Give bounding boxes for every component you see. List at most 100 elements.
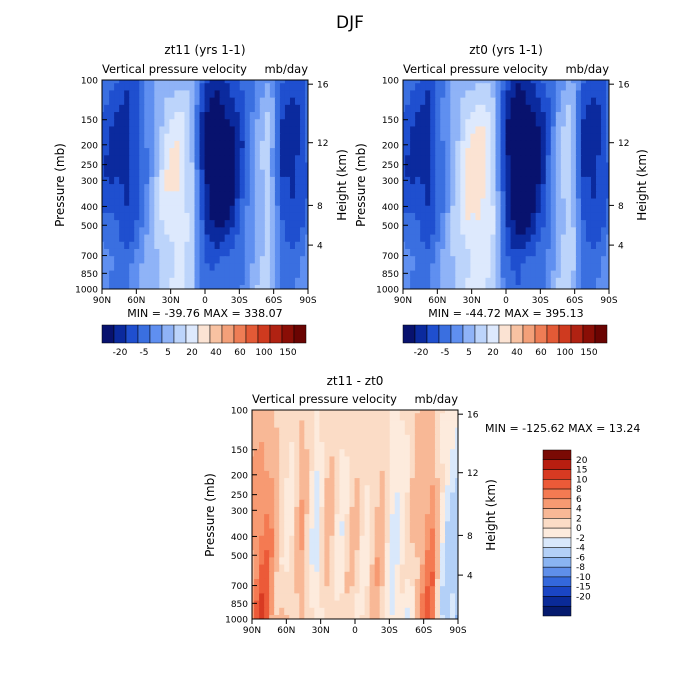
heatmap-cell [199, 227, 206, 236]
heatmap-cell [259, 133, 266, 142]
heatmap-cell [229, 184, 236, 193]
colorbar-label: 20 [487, 348, 499, 358]
heatmap-cell [299, 600, 306, 609]
heatmap-cell [219, 90, 226, 99]
heatmap-cell [575, 184, 582, 193]
heatmap-cell [560, 155, 567, 164]
heatmap-cell [425, 184, 432, 193]
heatmap-cell [500, 83, 507, 92]
heatmap-cell [324, 514, 331, 523]
heatmap-cell [394, 506, 401, 516]
heatmap-cell [294, 607, 301, 616]
heatmap-cell [334, 410, 341, 415]
heatmap-cell [445, 492, 452, 501]
heatmap-cell [596, 148, 603, 157]
heatmap-cell [550, 220, 557, 229]
heatmap-cell [455, 571, 458, 580]
heatmap-cell [234, 155, 241, 164]
heatmap-cell [259, 615, 266, 619]
heatmap-cell [435, 97, 442, 106]
heatmap-cell [475, 184, 482, 193]
heatmap-cell [550, 234, 557, 243]
heatmap-cell [399, 600, 406, 609]
heatmap-cell [219, 112, 226, 121]
heatmap-cell [349, 478, 356, 487]
heatmap-cell [430, 119, 437, 128]
heatmap-cell [515, 198, 522, 207]
y-axis-label: Pressure (mb) [53, 143, 67, 227]
heatmap-cell [269, 148, 276, 157]
heatmap-cell [304, 442, 311, 451]
heatmap-cell [149, 248, 156, 258]
heatmap-cell [424, 485, 431, 494]
heatmap-cell [414, 571, 421, 580]
heatmap-cell [480, 263, 487, 272]
heatmap-cell [349, 506, 356, 516]
heatmap-cell [520, 104, 527, 114]
heatmap-cell [410, 119, 417, 128]
heatmap-cell [104, 227, 111, 236]
heatmap-cell [239, 263, 246, 272]
heatmap-cell [339, 615, 346, 619]
panel-difference: zt11 - zt0 Vertical pressure velocity mb… [203, 374, 640, 636]
heatmap-cell [520, 234, 527, 243]
heatmap-cell [189, 198, 196, 207]
heatmap-cell [264, 148, 271, 157]
heatmap-cell [144, 176, 151, 186]
heatmap-cell [295, 119, 302, 128]
heatmap-cell [525, 248, 532, 258]
heatmap-cell [244, 277, 251, 286]
heatmap-cell [254, 97, 261, 106]
heatmap-cell [440, 126, 447, 135]
heatmap-cell [601, 198, 608, 207]
heatmap-cell [279, 550, 286, 559]
heatmap-cell [535, 248, 542, 258]
heatmap-cell [439, 427, 447, 436]
heatmap-cell [409, 492, 416, 501]
heatmap-cell [194, 227, 201, 236]
heatmap-cell [460, 277, 467, 286]
heatmap-cell [284, 248, 292, 258]
heatmap-cell [289, 535, 296, 544]
heatmap-cell [149, 83, 156, 92]
heatmap-cell [460, 83, 467, 92]
heatmap-cell [540, 97, 547, 106]
heatmap-cell [415, 248, 422, 258]
heatmap-cell [289, 607, 296, 616]
heatmap-cell [379, 542, 386, 552]
heatmap-cell [450, 434, 457, 444]
heatmap-cell [209, 162, 216, 171]
heatmap-cell [234, 256, 241, 265]
heatmap-cell [510, 80, 517, 85]
heatmap-cell [384, 420, 391, 429]
heatmap-cell [555, 241, 562, 250]
heatmap-cell [219, 191, 226, 200]
heatmap-cell [349, 442, 356, 451]
heatmap-cell [229, 263, 236, 272]
heatmap-cell [259, 277, 266, 286]
heatmap-cell [259, 80, 266, 85]
heatmap-cell [379, 615, 386, 619]
heatmap-cell [159, 133, 166, 142]
heatmap-cell [295, 191, 302, 200]
heatmap-cell [470, 205, 477, 214]
heatmap-cell [409, 528, 416, 537]
heatmap-cell [520, 212, 527, 222]
heatmap-cell [269, 248, 276, 258]
heatmap-cell [179, 148, 186, 157]
heatmap-cell [570, 162, 577, 171]
heatmap-cell [394, 586, 401, 595]
heatmap-cell [545, 83, 552, 92]
heatmap-cell [410, 198, 417, 207]
heatmap-cell [485, 104, 492, 114]
heatmap-cell [189, 277, 196, 286]
heatmap-cell [450, 176, 457, 186]
heatmap-cell [279, 499, 286, 508]
heatmap-cell [585, 155, 593, 164]
heatmap-cell [374, 506, 381, 516]
heatmap-cell [429, 427, 437, 436]
heatmap-cell [239, 104, 246, 114]
heatmap-cell [470, 90, 477, 99]
heatmap-cell [384, 600, 391, 609]
